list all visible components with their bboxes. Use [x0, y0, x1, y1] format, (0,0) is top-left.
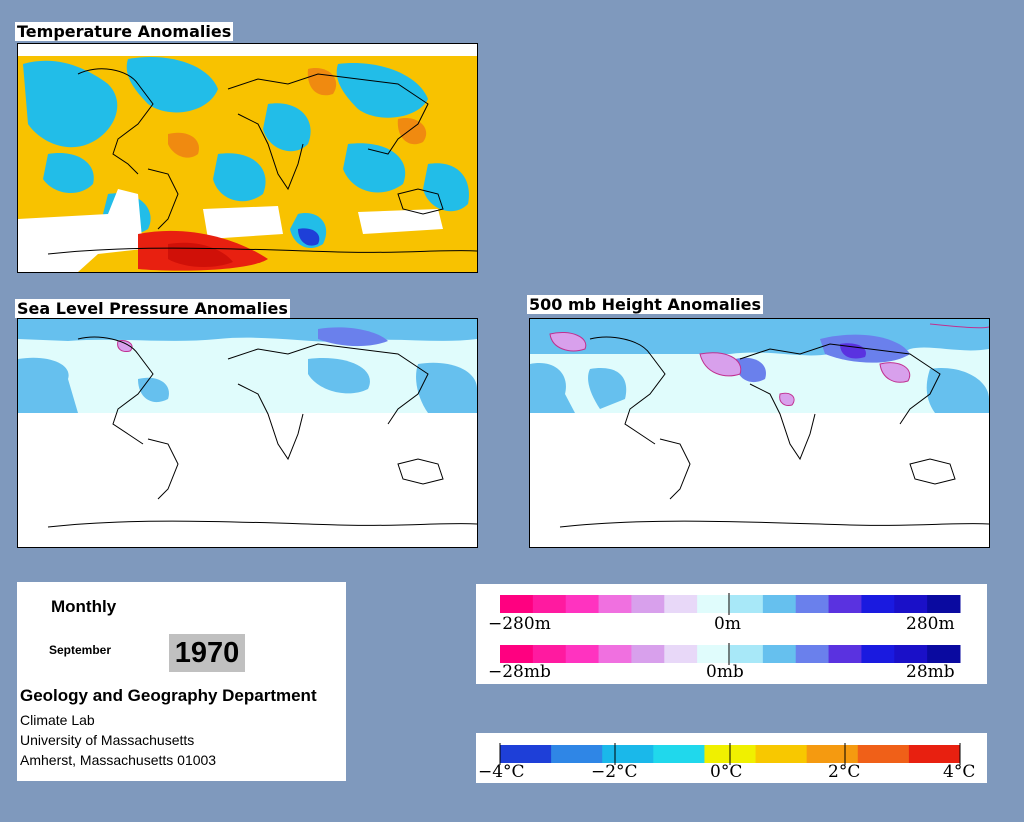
color-swatch: [762, 645, 797, 663]
period-mode-label: Monthly: [51, 597, 117, 616]
color-swatch: [861, 645, 895, 663]
color-swatch: [532, 645, 567, 663]
color-swatch: [532, 595, 567, 613]
temp-legend-tick-4: 2°C: [828, 762, 860, 782]
anomaly-legend: −280m 0m 280m −28mb 0mb 28mb: [476, 584, 987, 684]
color-swatch: [908, 745, 961, 763]
temperature-panel-title: Temperature Anomalies: [15, 22, 234, 41]
color-swatch: [730, 645, 764, 663]
color-swatch: [697, 645, 731, 663]
color-swatch: [631, 595, 665, 613]
color-swatch: [500, 595, 534, 613]
color-swatch: [927, 645, 961, 663]
color-swatch: [828, 645, 862, 663]
color-swatch: [806, 745, 859, 763]
pressure-legend-mid: 0mb: [706, 662, 744, 682]
height-legend-max: 280m: [906, 614, 955, 634]
lab-name: Climate Lab: [20, 712, 95, 728]
temperature-anomaly-map: [17, 43, 478, 273]
city-address: Amherst, Massachusetts 01003: [20, 752, 217, 768]
department-name: Geology and Geography Department: [20, 686, 317, 705]
month-label: September: [49, 643, 112, 657]
color-swatch: [500, 745, 552, 763]
color-swatch: [762, 595, 797, 613]
temperature-legend: −4°C −2°C 0°C 2°C 4°C: [476, 733, 987, 783]
color-swatch: [500, 645, 534, 663]
color-swatch: [551, 745, 603, 763]
color-swatch: [653, 745, 705, 763]
info-panel: Monthly September 1970 Geology and Geogr…: [17, 582, 346, 781]
color-swatch: [565, 645, 600, 663]
pressure-legend-max: 28mb: [906, 662, 955, 682]
color-swatch: [730, 595, 764, 613]
color-swatch: [795, 645, 830, 663]
pressure-color-scale: [500, 645, 961, 663]
temp-legend-tick-2: −2°C: [591, 762, 638, 782]
height500-anomaly-map: [529, 318, 990, 548]
color-swatch: [927, 595, 961, 613]
color-swatch: [565, 595, 600, 613]
color-swatch: [664, 645, 698, 663]
color-swatch: [861, 595, 895, 613]
temp-legend-tick-5: 4°C: [943, 762, 975, 782]
color-swatch: [598, 595, 632, 613]
slp-anomaly-map: [17, 318, 478, 548]
color-swatch: [755, 745, 808, 763]
color-swatch: [894, 645, 928, 663]
color-swatch: [857, 745, 910, 763]
height500-panel-title: 500 mb Height Anomalies: [527, 295, 764, 314]
temp-legend-tick-1: −4°C: [478, 762, 525, 782]
temp-legend-tick-3: 0°C: [710, 762, 742, 782]
color-swatch: [631, 645, 665, 663]
height-color-scale: [500, 595, 961, 613]
color-swatch: [602, 745, 654, 763]
temperature-color-scale: [499, 743, 961, 765]
color-swatch: [697, 595, 731, 613]
university-name: University of Massachusetts: [20, 732, 195, 748]
height-legend-min: −280m: [488, 614, 551, 634]
color-swatch: [598, 645, 632, 663]
pressure-legend-min: −28mb: [488, 662, 551, 682]
color-swatch: [894, 595, 928, 613]
color-swatch: [828, 595, 862, 613]
color-swatch: [795, 595, 830, 613]
slp-panel-title: Sea Level Pressure Anomalies: [15, 299, 290, 318]
height-legend-mid: 0m: [714, 614, 741, 634]
color-swatch: [664, 595, 698, 613]
year-display: 1970: [169, 634, 245, 672]
